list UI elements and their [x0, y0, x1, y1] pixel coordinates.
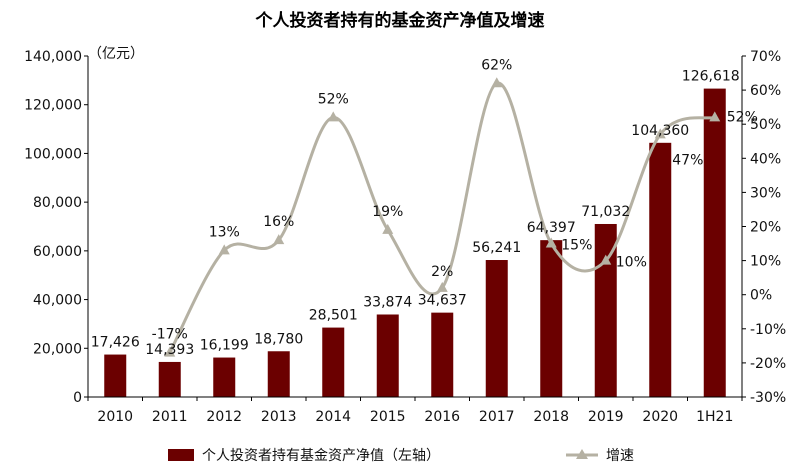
bar-value-label: 126,618 [682, 69, 740, 85]
bar-value-label: 14,393 [145, 342, 194, 358]
axes: 0 20,000 40,000 60,000 80,000 100,000 120,000 1… [24, 49, 786, 425]
x-tick-label: 2012 [206, 409, 242, 425]
bar-value-label: 16,199 [200, 338, 249, 354]
growth-value-label: 47% [672, 152, 703, 168]
x-tick-label: 2017 [479, 409, 515, 425]
left-tick-label: 80,000 [33, 195, 82, 211]
left-tick-label: 20,000 [33, 341, 82, 357]
bar-value-label: 64,397 [527, 220, 576, 236]
bar-value-label: 28,501 [309, 308, 358, 324]
legend-bar-label: 个人投资者持有基金资产净值（左轴） [202, 447, 440, 464]
bar-2012 [213, 357, 236, 397]
growth-marker-2015 [382, 223, 394, 234]
right-tick-label: 70% [750, 49, 781, 65]
growth-value-label: 62% [481, 57, 512, 73]
bar-series [104, 88, 726, 397]
bar-value-label: 104,360 [631, 123, 689, 139]
bar-value-label: 34,637 [418, 293, 467, 309]
growth-marker-1H21 [709, 111, 721, 122]
left-tick-label: 120,000 [24, 98, 82, 114]
bar-2016 [431, 312, 454, 397]
bar-2011 [158, 361, 181, 397]
growth-value-label: -17% [152, 327, 188, 343]
x-tick-label: 2011 [152, 409, 188, 425]
x-tick-label: 2014 [315, 409, 351, 425]
x-tick-label: 2013 [261, 409, 297, 425]
line-series [164, 77, 721, 357]
legend-line-marker [576, 449, 588, 459]
growth-value-label: 10% [616, 255, 647, 271]
right-tick-label: 50% [750, 117, 781, 133]
bar-2013 [267, 351, 290, 397]
growth-marker-2011 [164, 346, 176, 357]
bar-2014 [322, 327, 345, 397]
x-tick-label: 2010 [97, 409, 133, 425]
left-tick-label: 60,000 [33, 244, 82, 260]
x-tick-label: 2020 [642, 409, 678, 425]
growth-value-label: 52% [727, 109, 758, 125]
bar-2015 [376, 314, 399, 397]
right-tick-label: 40% [750, 151, 781, 167]
growth-marker-2016 [436, 281, 448, 292]
growth-marker-2019 [600, 254, 612, 265]
right-tick-label: 10% [750, 254, 781, 270]
growth-marker-2012 [218, 244, 230, 255]
data-labels: 17,426 14,393 16,199 18,780 28,501 33,874 34,6… [91, 57, 758, 358]
bar-1H21 [703, 88, 726, 397]
legend-line-label: 增速 [606, 448, 634, 464]
growth-value-label: 2% [431, 264, 453, 280]
bar-2010 [104, 354, 127, 397]
legend-bar-swatch [168, 449, 194, 461]
bar-value-label: 33,874 [363, 294, 412, 310]
growth-marker-2017 [491, 77, 503, 88]
left-tick-label: 100,000 [24, 146, 82, 162]
bar-2020 [649, 142, 672, 397]
right-tick-label: -10% [750, 322, 786, 338]
x-tick-label: 1H21 [696, 409, 733, 425]
chart-title: 个人投资者持有的基金资产净值及增速 [255, 10, 545, 31]
x-tick-label: 2015 [370, 409, 406, 425]
growth-value-label: 16% [263, 214, 294, 230]
growth-marker-2020 [654, 128, 666, 139]
left-tick-label: 140,000 [24, 49, 82, 65]
left-axis-unit: （亿元） [88, 46, 144, 62]
growth-value-label: 19% [372, 204, 403, 220]
x-tick-label: 2019 [588, 409, 624, 425]
bar-2019 [594, 223, 617, 397]
bar-value-label: 71,032 [581, 204, 630, 220]
bar-value-label: 17,426 [91, 335, 140, 351]
right-tick-label: -30% [750, 390, 786, 406]
left-tick-label: 0 [73, 390, 82, 406]
right-tick-label: 30% [750, 185, 781, 201]
right-tick-label: 60% [750, 83, 781, 99]
growth-value-label: 52% [318, 91, 349, 107]
right-tick-label: 20% [750, 220, 781, 236]
growth-value-label: 13% [209, 224, 240, 240]
bar-2018 [540, 240, 563, 397]
right-tick-label: 0% [750, 288, 772, 304]
left-tick-label: 40,000 [33, 293, 82, 309]
growth-value-label: 15% [561, 238, 592, 254]
right-tick-label: -20% [750, 356, 786, 372]
bar-value-label: 18,780 [254, 331, 303, 347]
growth-marker-2018 [545, 237, 557, 248]
bar-value-label: 56,241 [472, 240, 521, 256]
bar-2017 [485, 260, 508, 397]
x-tick-label: 2016 [424, 409, 460, 425]
growth-marker-2014 [327, 111, 339, 122]
x-tick-label: 2018 [533, 409, 569, 425]
growth-marker-2013 [273, 234, 285, 245]
legend: 个人投资者持有基金资产净值（左轴） 增速 [168, 447, 634, 464]
